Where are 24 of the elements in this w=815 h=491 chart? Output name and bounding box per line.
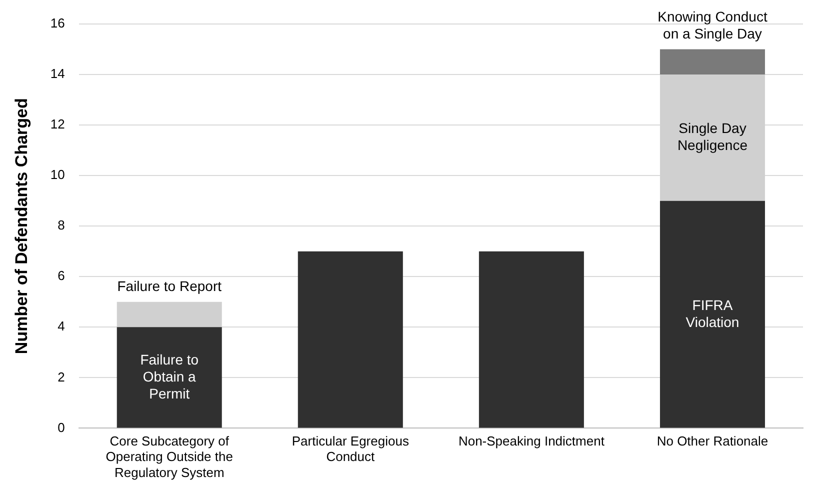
- y-tick-label: 12: [50, 116, 65, 132]
- y-tick-label: 2: [58, 369, 65, 384]
- data-label: Knowing Conduct on a Single Day: [658, 8, 768, 42]
- data-label: FIFRA Violation: [686, 296, 740, 330]
- x-tick-label: Particular Egregious Conduct: [292, 434, 410, 464]
- y-tick-label: 6: [58, 268, 65, 284]
- bar: [298, 251, 403, 428]
- y-tick-label: 0: [58, 420, 65, 435]
- x-tick-label: No Other Rationale: [656, 434, 768, 449]
- bar: [660, 49, 765, 75]
- y-tick-label: 16: [50, 16, 65, 31]
- data-label: Failure to Obtain a Permit: [140, 352, 199, 402]
- y-tick-label: 8: [58, 218, 65, 233]
- bar: [116, 327, 222, 428]
- data-label: Failure to Report: [117, 278, 222, 294]
- y-tick-label: 4: [58, 318, 65, 334]
- bar: [660, 200, 765, 428]
- y-tick-label: 14: [50, 66, 65, 82]
- bar: [478, 251, 584, 428]
- x-tick-label: Core Subcategory of Operating Outside the Regulatory System: [106, 434, 233, 480]
- data-label: Single Day Negligence: [677, 120, 748, 154]
- y-tick-label: 10: [50, 167, 65, 182]
- y-axis-title: Number of Defendants Charged: [12, 98, 31, 354]
- x-tick-label: Non-Speaking Indictment: [458, 434, 605, 449]
